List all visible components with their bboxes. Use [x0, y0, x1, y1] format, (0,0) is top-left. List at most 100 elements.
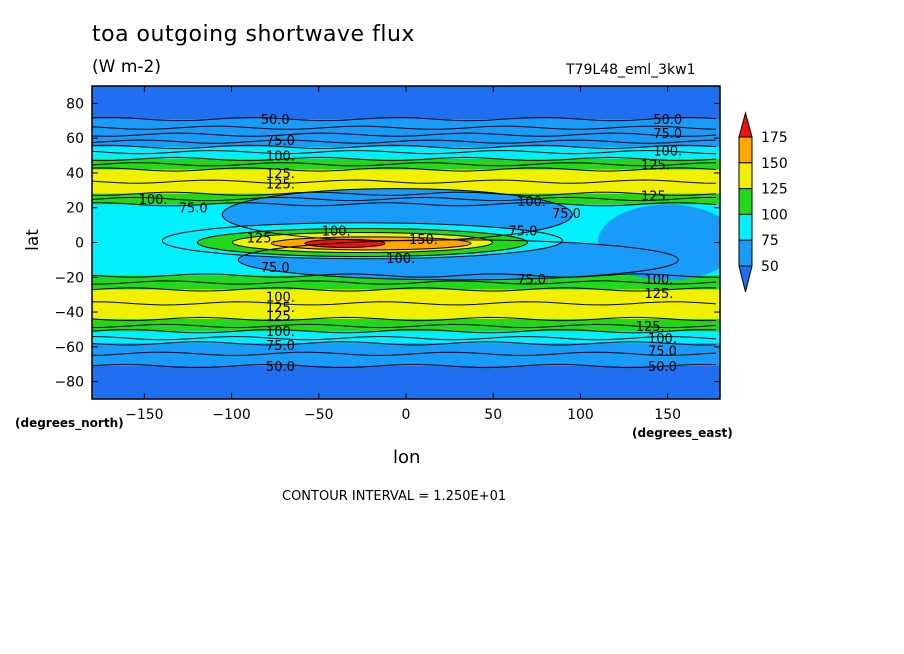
contour-label-text: 75.0 [266, 134, 295, 149]
contour-label-text: 125. [641, 158, 670, 173]
contour-label-text: 75.0 [508, 224, 537, 239]
contour-line [92, 156, 717, 162]
contour-line [92, 139, 717, 144]
contour-line [92, 323, 717, 329]
contour-label: 125. [266, 167, 295, 182]
chart-title: toa outgoing shortwave flux [92, 22, 415, 47]
y-tick-label: 80 [66, 96, 84, 112]
contour-label: 75.0 [517, 273, 546, 288]
contour-line [92, 273, 716, 278]
chart-units: (W m-2) [92, 57, 161, 77]
y-tick-label: 60 [66, 131, 84, 147]
contour-line [92, 162, 717, 167]
contour-label-text: 100. [648, 332, 677, 347]
contour-ring [231, 232, 493, 253]
contour-label-text: 125. [266, 310, 295, 325]
contour-label: 50.0 [648, 360, 677, 375]
y-tick-label: −80 [54, 375, 84, 391]
contour-label: 100. [648, 332, 677, 347]
axis-ticks [92, 86, 720, 399]
contour-label-text: 125. [266, 177, 295, 192]
contour-label-text: 75.0 [266, 339, 295, 354]
y-tick-label: 0 [75, 236, 84, 252]
contour-label-text: 100. [322, 224, 351, 239]
contour-ring [161, 222, 563, 260]
contour-ring [270, 236, 472, 251]
contour-label-text: 50.0 [261, 113, 290, 128]
contour-label-text: 100. [386, 252, 415, 267]
colorbar-top-arrow [738, 111, 753, 138]
contour-label-text: 125. [644, 287, 673, 302]
colorbar-segment [738, 136, 753, 164]
colorbar-label: 125 [761, 182, 788, 198]
band-n-100-125 [92, 159, 720, 170]
colorbar-label: 175 [761, 130, 788, 146]
contour-label: 125. [266, 177, 295, 192]
contour-label: 100. [644, 273, 673, 288]
colorbar-bottom-arrow [738, 265, 753, 293]
contour-label: 75.0 [508, 224, 537, 239]
y-axis-units: (degrees_north) [15, 416, 124, 430]
x-axis-label: lon [393, 447, 421, 468]
contour-label-text: 50.0 [266, 360, 295, 375]
contour-line [92, 191, 717, 196]
contour-ring [196, 228, 528, 257]
contour-label-text: 75.0 [261, 261, 290, 276]
contour-line [92, 144, 717, 150]
contour-label: 75.0 [266, 134, 295, 149]
contour-line [92, 280, 717, 285]
contour-label-text: 75.0 [179, 202, 208, 217]
y-tick-label: 40 [66, 166, 84, 182]
contour-label: 100. [386, 252, 415, 267]
y-tick-label: 20 [66, 201, 84, 217]
contour-interval-note: CONTOUR INTERVAL = 1.250E+01 [282, 489, 507, 504]
contour-line [92, 125, 717, 130]
colorbar-segment [738, 239, 753, 267]
band-n-50-75 [92, 119, 720, 135]
contour-label: 100. [139, 193, 168, 208]
colorbar-segment [738, 188, 753, 215]
colorbar-label: 75 [761, 233, 779, 249]
contour-label: 75.0 [179, 202, 208, 217]
x-tick-label: 100 [567, 407, 594, 423]
contour-label-text: 75.0 [653, 127, 682, 142]
contour-label: 125. [641, 158, 670, 173]
contour-label-text: 125. [636, 320, 665, 335]
contour-label: 75.0 [261, 261, 290, 276]
contour-label: 75.0 [266, 339, 295, 354]
y-tick-label: −40 [54, 305, 84, 321]
contour-label-text: 100. [139, 193, 168, 208]
x-tick-label: −150 [125, 407, 163, 423]
contour-label: 125. [644, 287, 673, 302]
contour-line [92, 132, 717, 137]
contour-line [92, 301, 717, 306]
x-tick-label: 0 [402, 407, 411, 423]
colorbar-segment [738, 213, 753, 241]
contour-line [92, 149, 717, 155]
contour-line [92, 335, 717, 341]
band-s-100-125 [92, 275, 720, 290]
contour-label: 125. [266, 301, 295, 316]
contour-line [92, 196, 717, 202]
contour-label: 100. [322, 224, 351, 239]
x-tick-label: 50 [484, 407, 502, 423]
contour-line [92, 329, 717, 334]
contour-label-text: 125. [266, 167, 295, 182]
contour-label-text: 100. [266, 290, 295, 305]
contour-label-text: 50.0 [648, 360, 677, 375]
contour-label: 125. [636, 320, 665, 335]
tropics-patch-e [597, 204, 720, 281]
contour-label-text: 75.0 [552, 207, 581, 222]
contour-label: 100. [266, 150, 295, 165]
colorbar-segment [738, 162, 753, 190]
contour-line [92, 167, 717, 172]
contour-label-text: 150. [409, 233, 438, 248]
contour-label: 125. [266, 310, 295, 325]
contour-line [92, 316, 717, 322]
contour-label: 50.0 [653, 113, 682, 128]
contour-label: 100. [517, 195, 546, 210]
contour-label-text: 125. [247, 231, 276, 246]
contour-label-text: 100. [517, 195, 546, 210]
contour-label-text: 50.0 [653, 113, 682, 128]
